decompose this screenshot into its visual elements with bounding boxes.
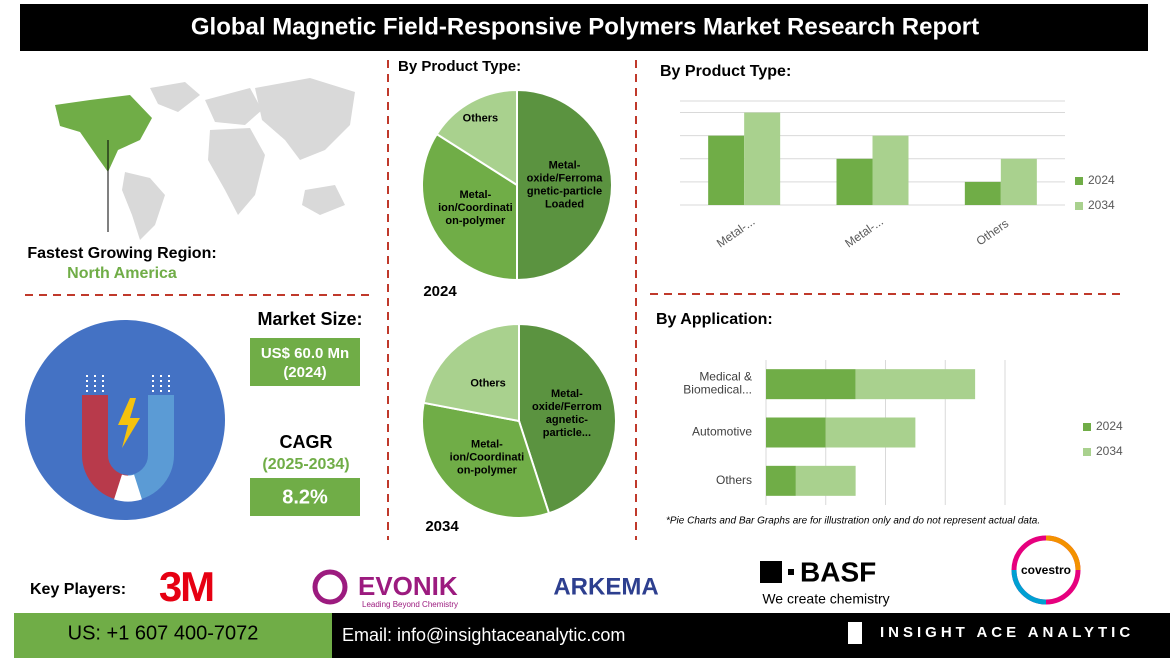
bar	[836, 158, 873, 205]
pie-label: Others	[463, 112, 498, 124]
market-size-label: Market Size:	[257, 309, 362, 329]
chart-title: By Product Type:	[660, 63, 791, 80]
pie-heading: By Product Type:	[398, 58, 521, 75]
pie-slice	[435, 88, 518, 187]
region-value: North America	[67, 265, 177, 282]
cagr-value: 8.2%	[282, 486, 328, 508]
bar	[766, 417, 826, 448]
brand: INSIGHT ACE ANALYTIC	[880, 624, 1134, 641]
note: *Pie Charts and Bar Graphs are for illus…	[666, 516, 1040, 527]
email-bar	[332, 613, 1170, 658]
bar	[744, 112, 781, 205]
key-players-label: Key Players:	[30, 581, 126, 598]
pie-title: 2034	[425, 518, 459, 535]
market-size-value: US$ 60.0 Mn	[261, 345, 349, 362]
bar	[1000, 158, 1037, 205]
logo-arkema: ARKEMA	[553, 573, 658, 600]
logo-evonik: EVONIK	[358, 571, 458, 601]
bar	[795, 465, 856, 496]
pie-label: Metal-ion/Coordinati on-polymer	[438, 189, 513, 227]
cagr-box	[250, 478, 360, 516]
evonik-icon	[312, 569, 348, 605]
legend-swatch	[1083, 423, 1091, 431]
bar	[855, 369, 976, 400]
bar	[708, 135, 745, 205]
bar	[766, 465, 796, 496]
pie-label: Metal-oxide/Ferrom agnetic-particle...	[532, 388, 602, 439]
pie-slice	[516, 88, 613, 282]
logo-covestro: covestro	[1021, 563, 1071, 577]
legend-label: 2024	[1088, 173, 1115, 187]
basf-tagline: We create chemistry	[762, 591, 889, 607]
basf-square	[760, 561, 782, 583]
evonik-tagline: Leading Beyond Chemistry	[362, 600, 458, 609]
logo-basf: BASF	[800, 556, 876, 587]
chart-title: By Application:	[656, 311, 773, 328]
y-tick-label: Automotive	[692, 425, 752, 439]
y-tick-label: Others	[716, 473, 752, 487]
brand-icon	[848, 622, 862, 644]
pie-slice	[421, 401, 551, 519]
email: Email: info@insightaceanalytic.com	[342, 625, 625, 645]
market-size-year: (2024)	[283, 364, 326, 381]
covestro-ring-accent	[1045, 535, 1081, 571]
pie-title: 2024	[423, 283, 457, 300]
x-tick-label: Metal-...	[714, 214, 758, 250]
phone-bar	[14, 613, 332, 658]
dividers	[25, 60, 1120, 540]
basf-dot	[788, 569, 794, 575]
bar	[964, 181, 1001, 205]
pie-slice	[422, 322, 520, 423]
x-tick-label: Others	[974, 216, 1012, 248]
bar	[872, 135, 909, 205]
pie-slice	[518, 322, 617, 515]
title: Global Magnetic Field-Responsive Polymer…	[191, 13, 979, 40]
cagr-label: CAGR	[280, 432, 333, 452]
legend-label: 2024	[1096, 419, 1123, 433]
bolt	[118, 398, 140, 448]
market-size-box	[250, 338, 360, 386]
legend-label: 2034	[1096, 444, 1123, 458]
legend-swatch	[1083, 448, 1091, 456]
x-tick-label: Metal-...	[842, 214, 886, 250]
legend-label: 2034	[1088, 198, 1115, 212]
cagr-period: (2025-2034)	[262, 456, 349, 473]
world-map	[55, 78, 355, 240]
bar	[766, 369, 856, 400]
covestro-ring-accent	[1011, 569, 1047, 605]
pie-label: Metal-ion/Coordinati on-polymer	[450, 438, 525, 476]
magnet	[82, 395, 174, 502]
legend-swatch	[1075, 177, 1083, 185]
region-label: Fastest Growing Region:	[27, 245, 216, 262]
pie-label: Others	[470, 378, 505, 390]
bar	[825, 417, 916, 448]
pie-label: Metal-oxide/Ferroma gnetic-particle Loaded	[527, 159, 604, 210]
legend-swatch	[1075, 202, 1083, 210]
logo-3m: 3M	[159, 563, 213, 610]
phone: US: +1 607 400-7072	[68, 622, 259, 644]
title-bar	[20, 4, 1148, 51]
y-tick-label: Medical & Biomedical...	[683, 370, 752, 397]
